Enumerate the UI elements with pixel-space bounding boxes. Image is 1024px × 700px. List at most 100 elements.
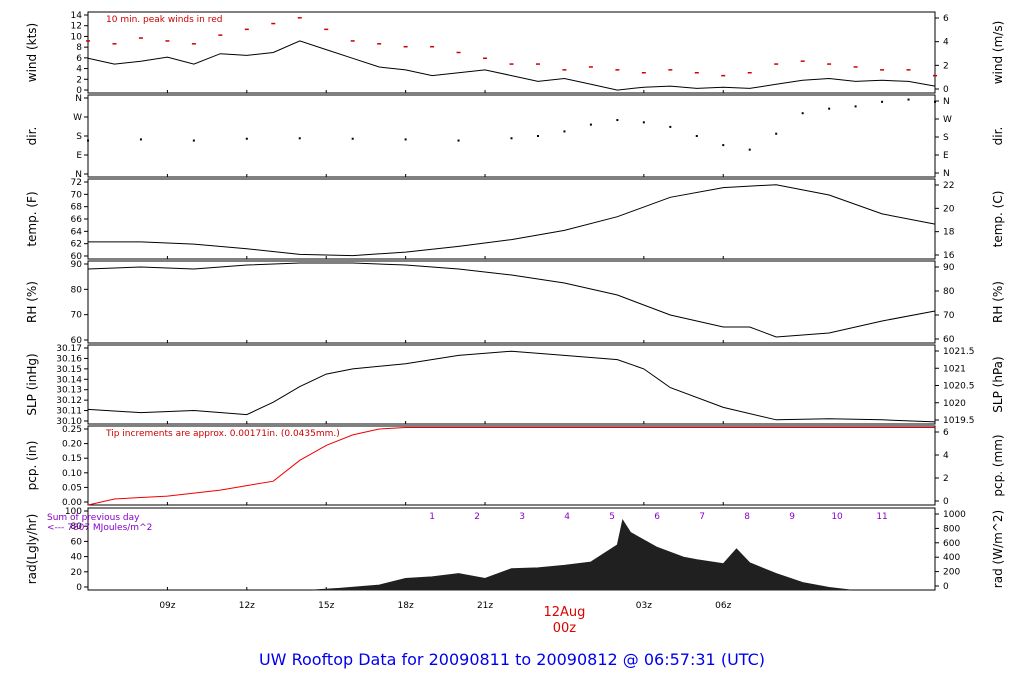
y-axis-label-left: rad(Lgly/hr)	[25, 514, 39, 585]
y-tick-label-right: 2	[943, 61, 949, 71]
panel-3: 60 70 80 90 60 70 80 90 RH (%) RH (%)	[25, 260, 1005, 346]
sun-hour-label: 6	[654, 512, 660, 522]
y-tick-label-left: 40	[71, 553, 83, 563]
y-tick-label-left: 30.14	[56, 375, 82, 385]
y-tick-label-left: 68	[71, 203, 83, 213]
sun-hour-label: 3	[519, 512, 525, 522]
panel-frame	[87, 260, 936, 344]
panel-frame	[87, 11, 936, 94]
y-tick-label-left: 30.12	[56, 396, 82, 406]
y-axis-label-left: wind (kts)	[25, 23, 39, 82]
y-tick-label-left: 30.15	[56, 365, 82, 375]
panel-frame	[87, 425, 936, 506]
x-tick-label: 06z	[715, 601, 731, 611]
y-tick-label-left: 64	[71, 227, 83, 237]
wind-dir-point	[748, 148, 751, 151]
y-tick-label-right: 6	[943, 428, 949, 438]
y-tick-label-left: 66	[71, 215, 83, 225]
panel-6: 02040608010002004006008001000rad(Lgly/hr…	[25, 507, 1005, 593]
panel-annotation: Sum of previous day	[47, 513, 140, 523]
y-axis-label-right: rad (W/m^2)	[991, 510, 1005, 588]
y-tick-label-right: 1020.5	[943, 382, 975, 392]
y-tick-label-left: N	[75, 170, 82, 180]
y-tick-label-right: 0	[943, 582, 949, 592]
wind-dir-point	[775, 132, 778, 135]
y-tick-label-left: 0.25	[62, 425, 82, 435]
y-tick-label-right: 1021	[943, 364, 966, 374]
y-tick-label-left: 4	[76, 65, 82, 75]
wind-dir-point	[828, 107, 831, 110]
sun-hour-label: 9	[789, 512, 795, 522]
y-axis-label-right: pcp. (mm)	[991, 434, 1005, 496]
sun-hour-label: 1	[429, 512, 435, 522]
y-tick-label-right: 18	[943, 228, 955, 238]
y-tick-label-left: 80	[71, 285, 83, 295]
y-tick-label-left: 6	[76, 54, 82, 64]
wind-dir-point	[669, 125, 672, 128]
y-tick-label-left: 0.20	[62, 440, 82, 450]
y-tick-label-left: W	[73, 113, 82, 123]
panel-annotation: Tip increments are approx. 0.00171in. (0…	[105, 429, 340, 439]
wind-dir-point	[907, 98, 910, 101]
y-tick-label-left: 0	[76, 583, 82, 593]
x-tick-label: 15z	[318, 601, 334, 611]
series-line	[87, 427, 935, 506]
sun-hour-label: 8	[744, 512, 750, 522]
y-axis-label-right: SLP (hPa)	[991, 356, 1005, 412]
x-date-sub-label: 00z	[553, 621, 577, 636]
y-tick-label-right: 20	[943, 204, 955, 214]
wind-dir-point	[642, 121, 645, 124]
y-tick-label-right: 600	[943, 539, 960, 549]
wind-dir-point	[245, 137, 248, 140]
y-tick-label-left: 60	[71, 252, 83, 262]
x-tick-label: 09z	[159, 601, 175, 611]
panel-annotation-2: <--- 7807 MJoules/m^2	[47, 523, 152, 533]
y-tick-label-right: 90	[943, 263, 955, 273]
x-date-label: 12Aug	[543, 605, 585, 620]
panel-frame	[87, 344, 936, 425]
y-tick-label-right: 70	[943, 311, 955, 321]
y-tick-label-left: 72	[71, 178, 82, 188]
y-tick-label-left: 100	[65, 507, 82, 517]
wind-dir-point	[536, 135, 539, 137]
x-tick-label: 21z	[477, 601, 493, 611]
wind-dir-point	[351, 137, 354, 140]
panel-annotation: 10 min. peak winds in red	[106, 15, 223, 25]
y-tick-label-right: 1021.5	[943, 347, 975, 357]
y-tick-label-left: E	[76, 151, 82, 161]
series-line	[87, 262, 936, 338]
sun-hour-label: 7	[699, 512, 705, 522]
y-tick-label-left: 90	[71, 260, 83, 270]
y-tick-label-left: 70	[71, 190, 83, 200]
y-tick-label-right: 0	[943, 497, 949, 507]
y-tick-label-left: 0.15	[62, 454, 82, 464]
series-line	[88, 184, 936, 257]
sun-hour-label: 4	[564, 512, 570, 522]
y-tick-label-right: 0	[943, 85, 949, 95]
y-axis-label-left: RH (%)	[25, 281, 39, 323]
wind-dir-point	[589, 123, 592, 126]
y-tick-label-right: 200	[943, 568, 960, 578]
panel-4: 30.1030.1130.1230.1330.1430.1530.1630.17…	[25, 344, 1005, 427]
wind-dir-point	[298, 137, 301, 140]
y-tick-label-right: 22	[943, 181, 954, 191]
y-tick-label-right: E	[943, 151, 949, 161]
panel-5: 0.00 0.05 0.10 0.15 0.20 0.25 0 2 4 6 pcp. (in) pcp…	[25, 425, 1005, 508]
y-tick-label-left: 80	[71, 522, 83, 532]
x-tick-label: 03z	[636, 601, 652, 611]
y-axis-label-right: dir.	[991, 127, 1005, 146]
wind-dir-point	[934, 100, 936, 103]
wind-dir-point	[192, 139, 195, 142]
wind-dir-point	[801, 112, 804, 115]
y-tick-label-left: 30.17	[56, 344, 82, 354]
y-axis-label-left: SLP (inHg)	[25, 353, 39, 415]
y-tick-label-right: 60	[943, 335, 955, 345]
y-tick-label-right: N	[943, 169, 950, 179]
series-line	[87, 40, 936, 91]
y-axis-label-right: temp. (C)	[991, 191, 1005, 248]
wind-dir-point	[563, 130, 566, 133]
y-tick-label-right: 6	[943, 14, 949, 24]
y-tick-label-left: 70	[71, 311, 83, 321]
